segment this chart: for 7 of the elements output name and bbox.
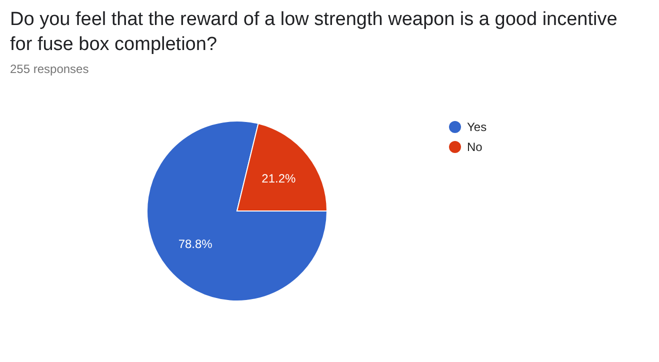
data-label: 21.2% — [262, 171, 296, 186]
legend-label: Yes — [467, 120, 487, 134]
pie-slice — [146, 120, 328, 302]
chart-title: Do you feel that the reward of a low strength weapon is a good incentive for fuse box completion? — [10, 9, 618, 55]
data-label: 78.8% — [178, 236, 213, 251]
legend-label: No — [467, 140, 483, 154]
text: 255 responses — [10, 62, 89, 76]
